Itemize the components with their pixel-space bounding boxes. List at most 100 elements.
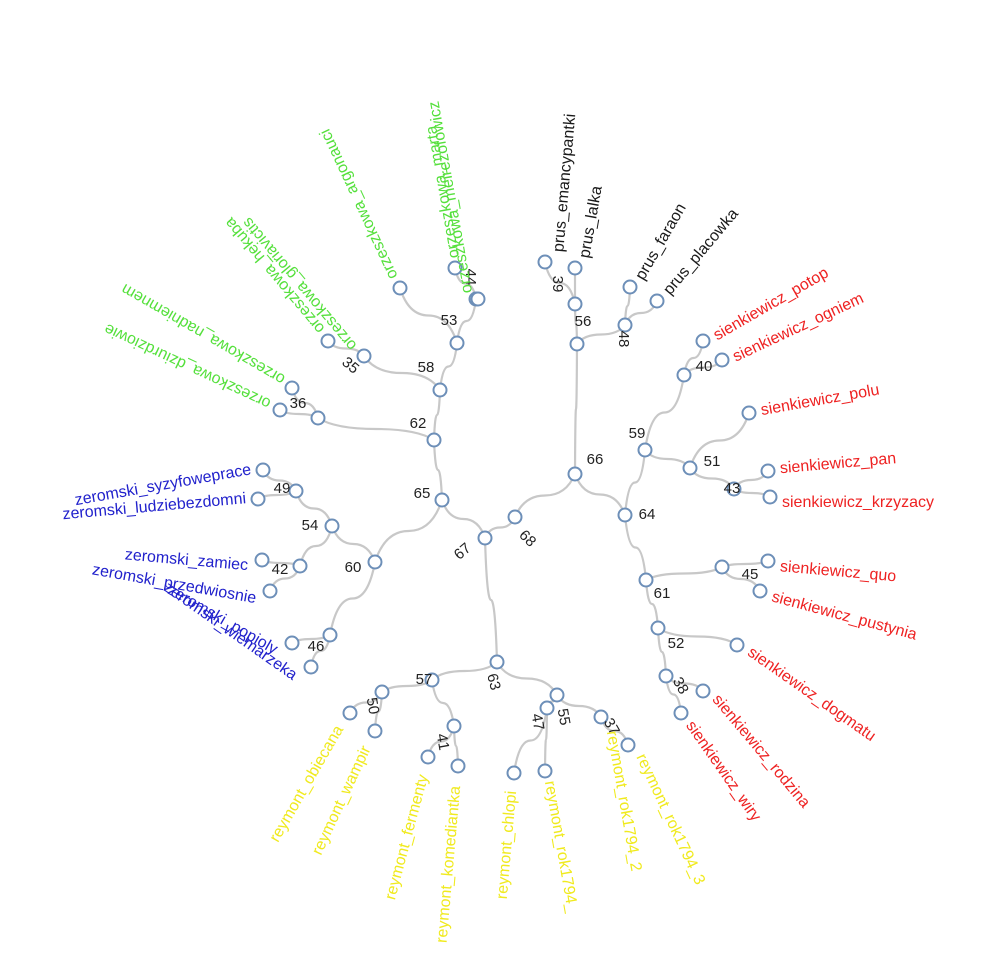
- leaf-node-orzeszkowa_hekuba[interactable]: [320, 333, 336, 349]
- leaf-label-sienkiewicz: sienkiewicz_polu: [759, 382, 880, 420]
- leaf-node-reymont_rok1794_3[interactable]: [620, 737, 636, 753]
- leaf-node-prus_lalka[interactable]: [567, 260, 583, 276]
- leaf-node-prus_emancypantki[interactable]: [537, 254, 553, 270]
- internal-node-41[interactable]: [446, 718, 462, 734]
- internal-node-35[interactable]: [356, 348, 372, 364]
- leaf-label-reymont: reymont_chlopi: [494, 790, 520, 900]
- internal-node-42[interactable]: [292, 558, 308, 574]
- internal-node-46[interactable]: [322, 627, 338, 643]
- internal-node-63[interactable]: [489, 654, 505, 670]
- tree-edge: [453, 267, 478, 300]
- leaf-node-sienkiewicz_potop[interactable]: [695, 333, 711, 349]
- leaf-node-reymont_chlopi[interactable]: [506, 765, 522, 781]
- internal-node-label: 36: [290, 395, 307, 412]
- leaf-node-sienkiewicz_krzyzacy[interactable]: [762, 489, 778, 505]
- internal-node-label: 44: [462, 269, 479, 286]
- internal-node-61[interactable]: [638, 572, 654, 588]
- internal-node-66[interactable]: [567, 466, 583, 482]
- internal-node-54[interactable]: [324, 518, 340, 534]
- leaf-node-reymont_rok1794_[interactable]: [537, 763, 553, 779]
- internal-node-60[interactable]: [367, 554, 383, 570]
- leaf-node-zeromski_ludziebezdomni[interactable]: [250, 491, 266, 507]
- internal-node-49[interactable]: [288, 483, 304, 499]
- internal-node-45[interactable]: [714, 559, 730, 575]
- leaf-node-prus_faraon[interactable]: [622, 279, 638, 295]
- leaf-node-sienkiewicz_pan[interactable]: [760, 463, 776, 479]
- tree-edge: [290, 387, 320, 419]
- internal-node-67[interactable]: [477, 530, 493, 546]
- leaf-node-reymont_komediantka[interactable]: [450, 758, 466, 774]
- tree-edge: [455, 298, 478, 344]
- tree-edge: [294, 490, 334, 527]
- leaf-node-zeromski_przedwiosnie[interactable]: [262, 583, 278, 599]
- leaf-label-reymont: reymont_fermenty: [382, 773, 432, 902]
- internal-node-53[interactable]: [449, 335, 465, 351]
- leaf-node-orzeszkowa_dziurdziowie[interactable]: [272, 402, 288, 418]
- tree-edge: [363, 355, 441, 391]
- leaf-node-orzeszkowa_marta[interactable]: [447, 260, 463, 276]
- tree-edge: [432, 439, 444, 501]
- internal-node-55[interactable]: [549, 687, 565, 703]
- tree-edge: [373, 499, 444, 563]
- leaf-label-orzeszkowa: orzeszkowa_gloriavictis: [239, 214, 360, 354]
- internal-node-47[interactable]: [539, 700, 555, 716]
- leaf-node-zeromski_wiemarzeka[interactable]: [303, 659, 319, 675]
- internal-node-39[interactable]: [567, 296, 583, 312]
- internal-node-58[interactable]: [432, 382, 448, 398]
- internal-node-62[interactable]: [426, 432, 442, 448]
- leaf-node-sienkiewicz_quo[interactable]: [760, 553, 776, 569]
- internal-node-64[interactable]: [617, 507, 633, 523]
- leaf-node-orzeszkowa_nadniemnem[interactable]: [284, 380, 300, 396]
- leaf-node-orzeszkowa_argonauci[interactable]: [392, 280, 408, 296]
- labels-layer: 68 67 66 65 64 63 62 61 60 59 58 57 56 55 54 53 52 51 50 49…: [62, 100, 934, 944]
- internal-node-51[interactable]: [682, 460, 698, 476]
- leaf-node-reymont_obiecana[interactable]: [342, 705, 358, 721]
- internal-node-40[interactable]: [676, 367, 692, 383]
- leaf-node-sienkiewicz_ogniem[interactable]: [714, 352, 730, 368]
- internal-node-label: 38: [669, 674, 692, 697]
- internal-node-label: 41: [433, 732, 453, 751]
- leaf-label-orzeszkowa: orzeszkowa_hekuba: [221, 214, 328, 337]
- leaf-node-reymont_wampir[interactable]: [367, 723, 383, 739]
- leaf-node-reymont_fermenty[interactable]: [420, 749, 436, 765]
- internal-node-label: 60: [345, 559, 362, 576]
- internal-node-38[interactable]: [658, 668, 674, 684]
- leaf-node-sienkiewicz_polu[interactable]: [741, 405, 757, 421]
- internal-node-label: 47: [528, 712, 548, 731]
- leaf-node-sienkiewicz_dogmatu[interactable]: [729, 637, 745, 653]
- internal-node-52[interactable]: [650, 620, 666, 636]
- internal-node-59[interactable]: [637, 442, 653, 458]
- tree-edge: [328, 561, 377, 636]
- internal-node-37[interactable]: [593, 709, 609, 725]
- leaf-label-sienkiewicz: sienkiewicz_ogniem: [730, 290, 866, 366]
- leaf-node-zeromski_popioly[interactable]: [284, 635, 300, 651]
- internal-node-68[interactable]: [507, 509, 523, 525]
- tree-edge: [512, 707, 549, 774]
- tree-edge: [656, 627, 668, 677]
- leaf-label-prus: prus_lalka: [576, 185, 605, 260]
- internal-node-56[interactable]: [569, 336, 585, 352]
- leaf-node-sienkiewicz_rodzina[interactable]: [695, 683, 711, 699]
- tree-edge: [483, 537, 499, 663]
- leaf-node-prus_placowka[interactable]: [649, 293, 665, 309]
- tree-edge: [573, 303, 579, 345]
- internal-node-label: 67: [451, 540, 475, 564]
- tree-edge: [430, 679, 456, 727]
- internal-node-label: 59: [629, 425, 646, 442]
- leaf-node-orzeszkowa_meirezofowicz[interactable]: [470, 291, 486, 307]
- tree-edge: [623, 449, 647, 516]
- tree-edge: [330, 525, 377, 563]
- tree-edge: [426, 725, 456, 758]
- leaf-node-zeromski_syzyfoweprace[interactable]: [255, 462, 271, 478]
- internal-node-65[interactable]: [434, 492, 450, 508]
- internal-node-36[interactable]: [310, 410, 326, 426]
- internal-node-50[interactable]: [374, 684, 390, 700]
- leaf-node-sienkiewicz_wiry[interactable]: [673, 705, 689, 721]
- leaf-node-sienkiewicz_pustynia[interactable]: [752, 583, 768, 599]
- internal-node-label: 51: [704, 453, 721, 470]
- leaf-node-zeromski_zamiec[interactable]: [254, 552, 270, 568]
- internal-node-43[interactable]: [726, 481, 742, 497]
- internal-node-48[interactable]: [617, 317, 633, 333]
- tree-edge: [645, 566, 723, 581]
- internal-node-57[interactable]: [424, 672, 440, 688]
